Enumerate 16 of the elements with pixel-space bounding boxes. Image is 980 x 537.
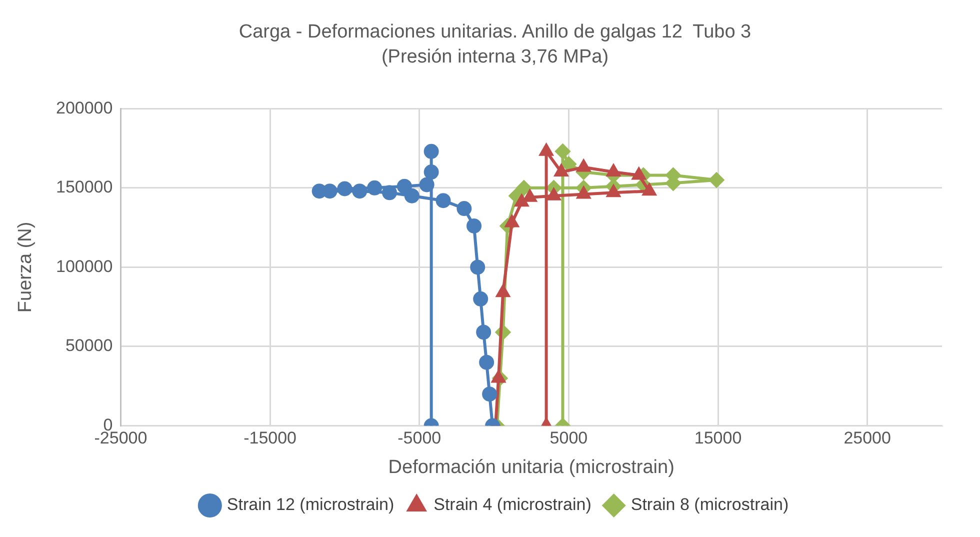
x-tick-label: 15000 [694, 428, 742, 448]
legend-label: Strain 12 (microstrain) [226, 495, 394, 514]
x-tick-label: 5000 [550, 428, 588, 448]
y-axis-title: Fuerza (N) [14, 222, 36, 313]
y-tick-label: 50000 [65, 336, 113, 356]
legend-label: Strain 8 (microstrain) [630, 495, 789, 514]
x-tick-label: 25000 [844, 428, 891, 448]
x-tick-label: -5000 [398, 428, 442, 448]
legend-label: Strain 4 (microstrain) [434, 495, 592, 514]
y-tick-label: 100000 [56, 256, 113, 276]
y-tick-label: 150000 [56, 178, 113, 197]
x-axis-title: Deformación unitaria (microstrain) [388, 456, 674, 478]
chart-subtitle: (Presión interna 3,76 MPa) [381, 46, 609, 68]
y-tick-label: 200000 [56, 98, 113, 118]
chart-title: Carga - Deformaciones unitarias. Anillo de galgas 12 Tubo 3 [238, 22, 752, 43]
x-tick-label: -15000 [244, 428, 297, 448]
